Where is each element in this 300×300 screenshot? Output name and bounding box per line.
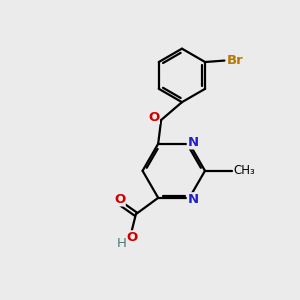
Text: N: N: [188, 193, 199, 206]
Text: O: O: [114, 193, 125, 206]
Text: O: O: [148, 110, 159, 124]
Text: N: N: [188, 136, 199, 149]
Text: CH₃: CH₃: [233, 164, 255, 177]
Text: Br: Br: [227, 54, 244, 67]
Text: H: H: [117, 237, 127, 250]
Text: O: O: [126, 231, 138, 244]
